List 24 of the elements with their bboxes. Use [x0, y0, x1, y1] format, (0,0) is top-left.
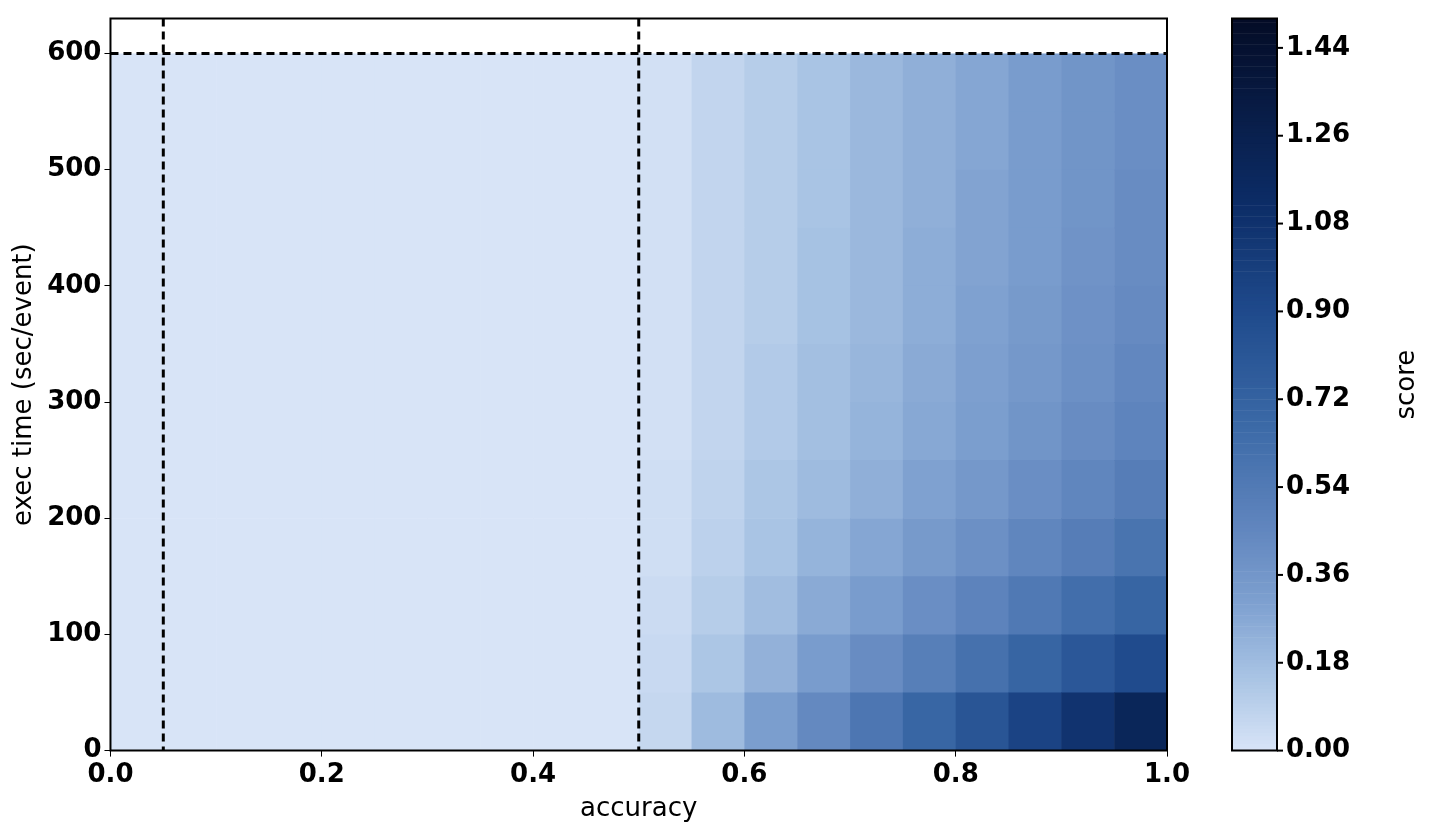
y-tick-label: 600	[47, 36, 102, 67]
y-tick-label: 100	[47, 617, 102, 648]
color-bar-label: 1.26	[1286, 118, 1351, 149]
y-axis-title: exec time (sec/event)	[7, 243, 38, 526]
y-tick-label: 500	[47, 152, 102, 183]
x-tick-label: 1.0	[1143, 757, 1191, 788]
x-axis-title: accuracy	[580, 792, 698, 823]
x-tick-label: 0.4	[510, 757, 557, 788]
color-bar-label: 1.08	[1286, 206, 1351, 237]
y-tick-label: 300	[47, 384, 102, 415]
color-bar-label: 0.18	[1286, 645, 1351, 676]
color-bar-label: 0.90	[1286, 294, 1351, 325]
color-bar-label: 0.36	[1286, 557, 1351, 588]
x-tick-label: 0.6	[721, 757, 768, 788]
y-tick-label: 400	[47, 268, 102, 299]
y-tick-label: 200	[47, 500, 102, 531]
color-bar-title: score	[1389, 349, 1420, 420]
x-tick-label: 0.8	[932, 757, 979, 788]
color-bar-label: 0.72	[1286, 381, 1351, 412]
x-tick-label: 0.0	[87, 757, 134, 788]
x-tick-label: 0.2	[298, 757, 345, 788]
color-bar-label: 0.00	[1286, 733, 1351, 764]
color-bar-label: 0.54	[1286, 469, 1351, 500]
color-bar-label: 1.44	[1286, 30, 1351, 61]
